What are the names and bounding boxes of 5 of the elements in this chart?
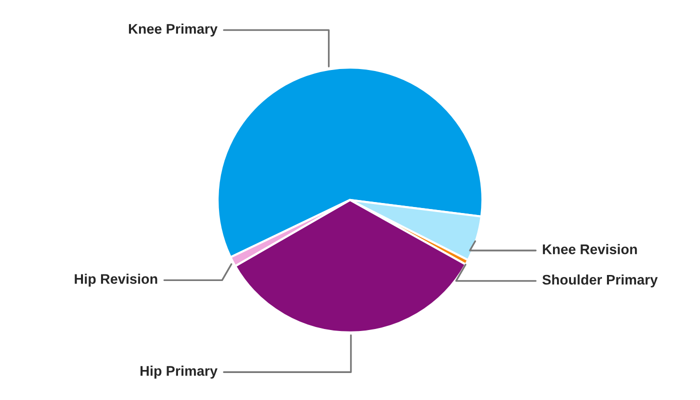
slice-label: Hip Primary	[140, 366, 218, 379]
slice-label: Shoulder Primary	[542, 274, 658, 288]
slice-label: Knee Primary	[128, 24, 218, 37]
slice-label: Hip Revision	[74, 274, 158, 287]
slice-label: Knee Revision	[542, 244, 637, 254]
